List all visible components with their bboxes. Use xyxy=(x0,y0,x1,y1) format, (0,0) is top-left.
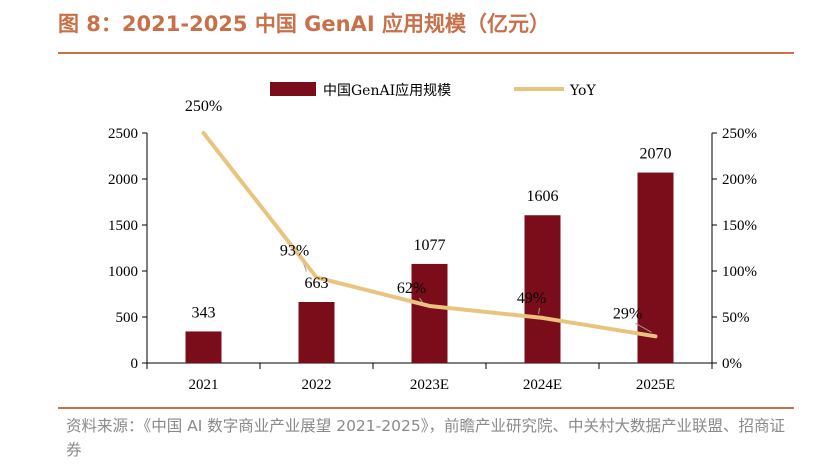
axes: 0 500 1000 1500 2000 2500 0% 50% 100% 150% 200% 250… xyxy=(108,126,757,393)
y-left-tick-label: 1500 xyxy=(108,218,138,234)
bar-value-label: 343 xyxy=(192,304,216,321)
legend-bar-swatch xyxy=(270,82,316,96)
source-rule xyxy=(58,407,794,409)
yoy-line xyxy=(201,131,658,339)
y-left-tick-label: 2500 xyxy=(108,126,138,142)
y-left-tick-label: 0 xyxy=(131,356,139,372)
yoy-value-label: 93% xyxy=(280,242,309,259)
y-right-tick-label: 100% xyxy=(722,264,757,280)
y-left-tick-label: 500 xyxy=(116,310,139,326)
bars xyxy=(185,172,674,363)
bar-value-label: 1606 xyxy=(527,188,559,205)
yoy-value-label: 62% xyxy=(397,280,426,297)
y-right-tick-label: 0% xyxy=(722,356,742,372)
yoy-value-label: 29% xyxy=(613,305,642,322)
title-rule xyxy=(58,52,794,54)
bar xyxy=(185,331,222,363)
bar xyxy=(298,302,335,363)
legend: 中国GenAI应用规模 YoY xyxy=(270,82,596,99)
yoy-value-label: 250% xyxy=(185,98,222,115)
source-note: 资料来源：《中国 AI 数字商业产业展望 2021-2025》，前瞻产业研究院、… xyxy=(66,417,785,459)
bar xyxy=(637,172,674,363)
yoy-series-line xyxy=(201,131,658,339)
yoy-leader-line xyxy=(538,307,540,315)
y-right-tick-label: 50% xyxy=(722,310,750,326)
y-left-tick-label: 2000 xyxy=(108,172,138,188)
data-labels: 343 663 1077 1606 2070 250% 93% 62% 49% 29% xyxy=(185,98,672,322)
yoy-value-label: 49% xyxy=(517,290,546,307)
bar-value-label: 2070 xyxy=(640,146,672,163)
bar xyxy=(411,263,448,363)
legend-bar-label: 中国GenAI应用规模 xyxy=(323,82,451,99)
y-right-tick-label: 150% xyxy=(722,218,757,234)
x-tick-label: 2023E xyxy=(410,377,449,393)
leader-lines xyxy=(302,260,652,333)
y-right-tick-label: 200% xyxy=(722,172,757,188)
x-tick-label: 2022 xyxy=(302,377,332,393)
bar-value-label: 663 xyxy=(305,275,329,292)
x-tick-label: 2024E xyxy=(523,377,562,393)
bar-value-label: 1077 xyxy=(414,237,446,254)
x-tick-label: 2025E xyxy=(636,377,675,393)
bar xyxy=(524,215,561,363)
figure-title: 图 8：2021-2025 中国 GenAI 应用规模（亿元） xyxy=(58,12,550,36)
yoy-leader-line xyxy=(635,322,652,333)
y-right-tick-label: 250% xyxy=(722,126,757,142)
x-tick-label: 2021 xyxy=(189,377,219,393)
legend-line-label: YoY xyxy=(569,83,596,99)
y-left-tick-label: 1000 xyxy=(108,264,138,280)
